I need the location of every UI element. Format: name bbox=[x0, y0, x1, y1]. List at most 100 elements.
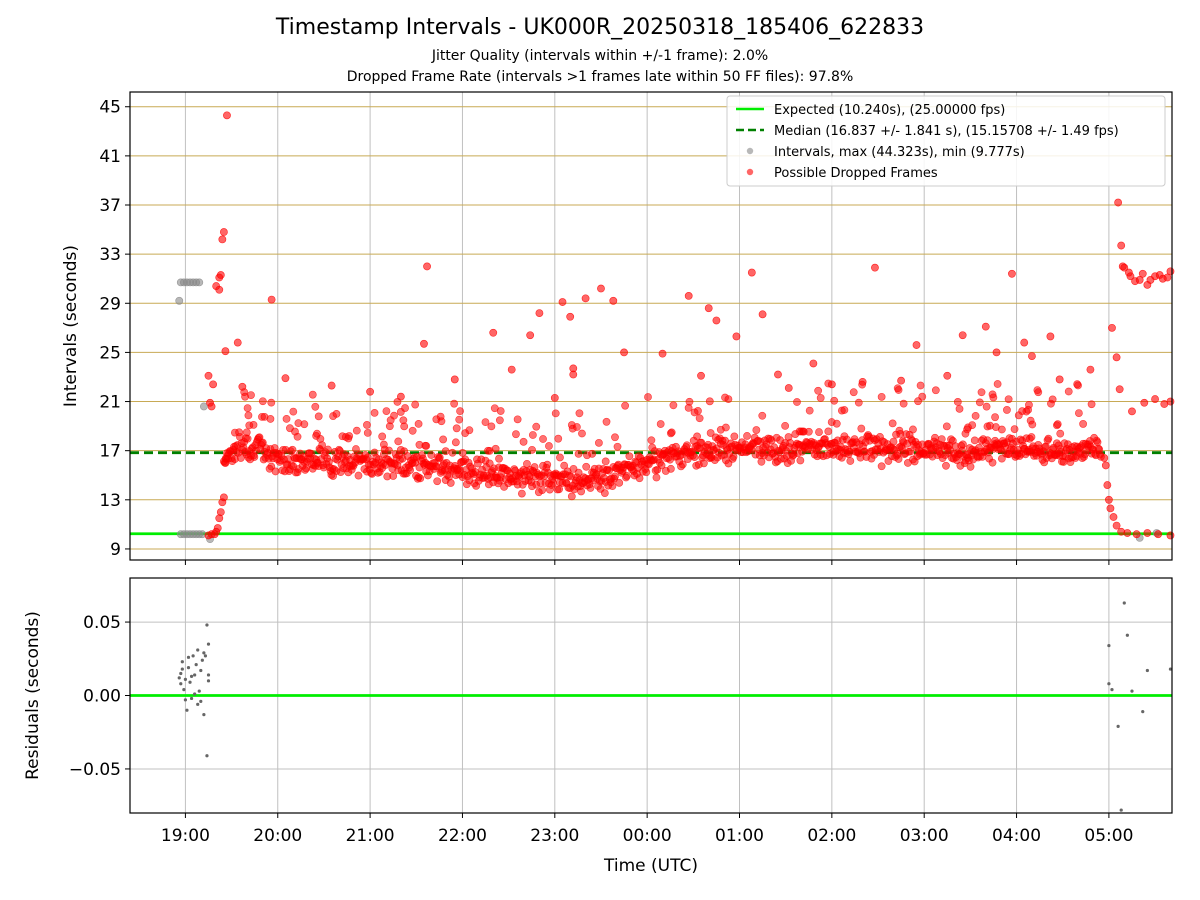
dropped-frame-point bbox=[695, 414, 704, 423]
dropped-frame-point bbox=[378, 432, 387, 441]
dropped-frame-point bbox=[729, 452, 738, 461]
dropped-frame-point bbox=[942, 422, 951, 431]
dropped-frame-outlier bbox=[281, 374, 290, 383]
residual-point bbox=[1125, 633, 1129, 637]
dropped-frame-point bbox=[481, 418, 490, 427]
dropped-frame-outlier bbox=[327, 381, 336, 390]
dropped-frame-point bbox=[567, 492, 576, 501]
dropped-frame-point bbox=[983, 436, 992, 445]
dropped-frame-point bbox=[621, 401, 630, 410]
dropped-frame-point bbox=[519, 437, 528, 446]
dropped-frame-point bbox=[363, 453, 372, 462]
residual-point bbox=[189, 696, 194, 701]
residual-point bbox=[1168, 667, 1173, 671]
top-y-tick-label: 21 bbox=[99, 393, 121, 413]
dropped-frame-point bbox=[894, 455, 903, 463]
residual-point bbox=[189, 674, 194, 679]
dropped-frame-point bbox=[385, 446, 393, 455]
dropped-frame-point bbox=[625, 452, 634, 461]
dropped-frame-point bbox=[611, 433, 619, 442]
legend-dropped-swatch bbox=[746, 168, 754, 176]
dropped-frame-point bbox=[528, 431, 537, 439]
dropped-frame-outlier bbox=[704, 304, 713, 313]
dropped-frame-outlier bbox=[1086, 365, 1095, 374]
dropped-frame-point bbox=[451, 438, 460, 447]
dropped-frame-point bbox=[332, 410, 341, 418]
dropped-frame-point bbox=[267, 398, 276, 407]
dropped-frame-point bbox=[578, 429, 586, 438]
dropped-frame-point bbox=[223, 449, 231, 458]
dropped-frame-point bbox=[1056, 429, 1065, 438]
legend-box bbox=[726, 95, 1166, 187]
x-tick-label: 01:00 bbox=[715, 826, 764, 846]
dropped-frame-point bbox=[991, 413, 999, 422]
bottom-y-tick-label: 0.00 bbox=[83, 687, 121, 707]
top-y-tick-label: 33 bbox=[99, 245, 121, 265]
dropped-frame-point bbox=[955, 404, 964, 413]
x-axis-label: Time (UTC) bbox=[603, 856, 698, 876]
dropped-frame-outlier bbox=[809, 359, 818, 368]
dropped-frame-outlier bbox=[1028, 352, 1036, 360]
dropped-frame-point bbox=[458, 448, 467, 457]
dropped-frame-point bbox=[758, 411, 767, 420]
dropped-frame-outlier bbox=[1115, 385, 1124, 394]
dropped-frame-point bbox=[416, 474, 425, 483]
dropped-frame-outlier bbox=[1135, 276, 1144, 284]
x-tick-label: 04:00 bbox=[992, 826, 1041, 846]
interval-point bbox=[199, 402, 208, 411]
interval-point bbox=[175, 296, 184, 305]
dropped-frame-point bbox=[657, 461, 666, 470]
dropped-frame-point bbox=[293, 432, 302, 441]
dropped-frame-outlier bbox=[1020, 338, 1029, 347]
residual-point bbox=[206, 642, 211, 646]
dropped-frame-point bbox=[693, 432, 701, 441]
dropped-frame-point bbox=[446, 479, 455, 487]
residual-point bbox=[1116, 724, 1120, 728]
dropped-frame-point bbox=[258, 438, 267, 447]
dropped-frame-point bbox=[894, 386, 903, 394]
dropped-frame-point bbox=[1166, 531, 1175, 540]
dropped-frame-point bbox=[242, 428, 251, 437]
dropped-frame-point bbox=[588, 449, 597, 458]
dropped-frame-point bbox=[435, 453, 444, 462]
top-y-tick-label: 13 bbox=[99, 491, 121, 511]
dropped-frame-point bbox=[236, 454, 245, 462]
dropped-frame-point bbox=[824, 427, 833, 436]
dropped-frame-point bbox=[1112, 521, 1121, 530]
dropped-frame-point bbox=[1100, 454, 1109, 462]
dropped-frame-outlier bbox=[1008, 269, 1016, 278]
dropped-frame-point bbox=[721, 423, 730, 432]
dropped-frame-point bbox=[752, 426, 761, 434]
dropped-frame-point bbox=[849, 388, 858, 397]
residual-point bbox=[1141, 710, 1145, 714]
dropped-frame-outlier bbox=[1046, 332, 1055, 341]
dropped-frame-outlier bbox=[1108, 323, 1116, 332]
dropped-frame-point bbox=[311, 402, 320, 411]
dropped-frame-point bbox=[1004, 395, 1013, 404]
dropped-frame-point bbox=[1087, 400, 1096, 409]
dropped-frame-point bbox=[1109, 513, 1118, 521]
dropped-frame-point bbox=[448, 448, 457, 457]
dropped-frame-outlier bbox=[747, 268, 756, 277]
dropped-frame-point bbox=[613, 442, 622, 451]
dropped-frame-point bbox=[857, 424, 866, 433]
dropped-frame-point bbox=[724, 395, 733, 404]
dropped-frame-point bbox=[390, 411, 398, 420]
legend-intervals-swatch bbox=[746, 147, 754, 155]
dropped-frame-point bbox=[611, 472, 619, 481]
dropped-frame-outlier bbox=[774, 370, 782, 379]
dropped-frame-point bbox=[970, 436, 979, 445]
dropped-frame-outlier bbox=[1140, 398, 1149, 407]
dropped-frame-point bbox=[289, 407, 298, 416]
dropped-frame-point bbox=[656, 420, 665, 428]
dropped-frame-point bbox=[832, 419, 841, 428]
dropped-frame-point bbox=[574, 449, 583, 458]
dropped-frame-point bbox=[370, 409, 379, 417]
residual-point bbox=[205, 754, 209, 758]
dropped-frame-point bbox=[1101, 461, 1110, 470]
dropped-frame-point bbox=[642, 468, 651, 477]
dropped-frame-point bbox=[685, 397, 694, 406]
dropped-frame-point bbox=[830, 396, 839, 405]
dropped-frame-point bbox=[450, 399, 459, 408]
dropped-frame-point bbox=[667, 428, 676, 437]
